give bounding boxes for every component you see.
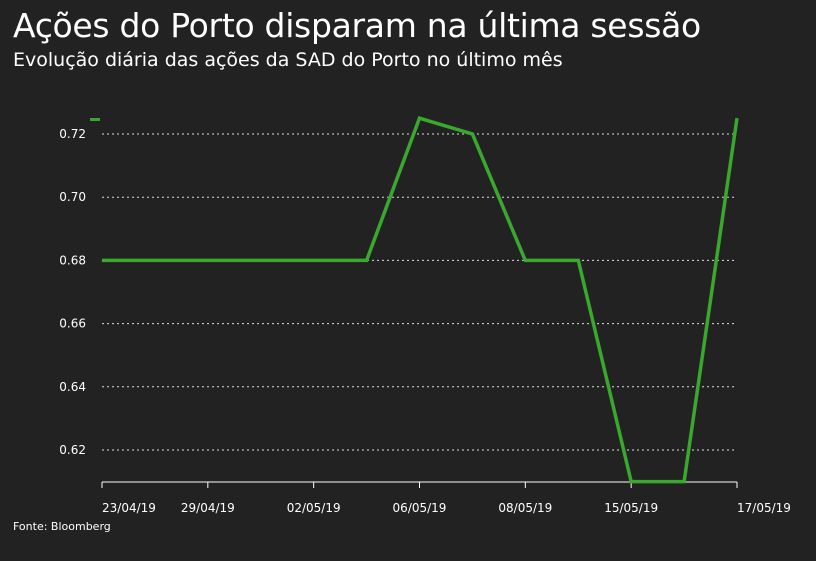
y-tick-label: 0.72 <box>59 127 86 141</box>
grid-lines <box>102 133 737 451</box>
legend-swatch <box>90 118 100 121</box>
data-point <box>313 259 315 261</box>
x-tick-label: 06/05/19 <box>393 501 447 515</box>
x-tick-label: 23/04/19 <box>102 501 156 515</box>
data-point <box>366 259 368 261</box>
x-tick-label: 17/05/19 <box>737 501 791 515</box>
data-point <box>524 259 526 261</box>
chart-subtitle: Evolução diária das ações da SAD do Port… <box>13 49 563 71</box>
data-point <box>471 133 473 135</box>
data-point <box>577 259 579 261</box>
data-point <box>154 259 156 261</box>
data-point <box>736 117 738 119</box>
x-tick-label: 02/05/19 <box>287 501 341 515</box>
data-point <box>207 259 209 261</box>
y-tick-label: 0.64 <box>59 380 86 394</box>
chart-title: Ações do Porto disparam na última sessão <box>13 6 701 45</box>
y-tick-label: 0.68 <box>59 253 86 267</box>
y-tick-label: 0.62 <box>59 443 86 457</box>
y-tick-label: 0.70 <box>59 190 86 204</box>
x-tick-label: 08/05/19 <box>498 501 552 515</box>
data-point <box>419 117 420 119</box>
data-point <box>260 259 262 261</box>
x-tick-label: 15/05/19 <box>604 501 658 515</box>
source-note: Fonte: Bloomberg <box>13 520 111 533</box>
series-line <box>102 116 739 484</box>
y-axis-ticks: 0.62 0.64 0.66 0.68 0.70 0.72 <box>59 127 86 457</box>
x-axis: 23/04/19 29/04/19 02/05/19 06/05/19 08/05/19… <box>101 481 791 515</box>
y-tick-label: 0.66 <box>59 317 86 331</box>
data-point <box>630 481 632 483</box>
data-point <box>683 481 685 483</box>
data-point <box>101 259 103 261</box>
x-tick-label: 29/04/19 <box>181 501 235 515</box>
series-layer <box>101 116 739 484</box>
